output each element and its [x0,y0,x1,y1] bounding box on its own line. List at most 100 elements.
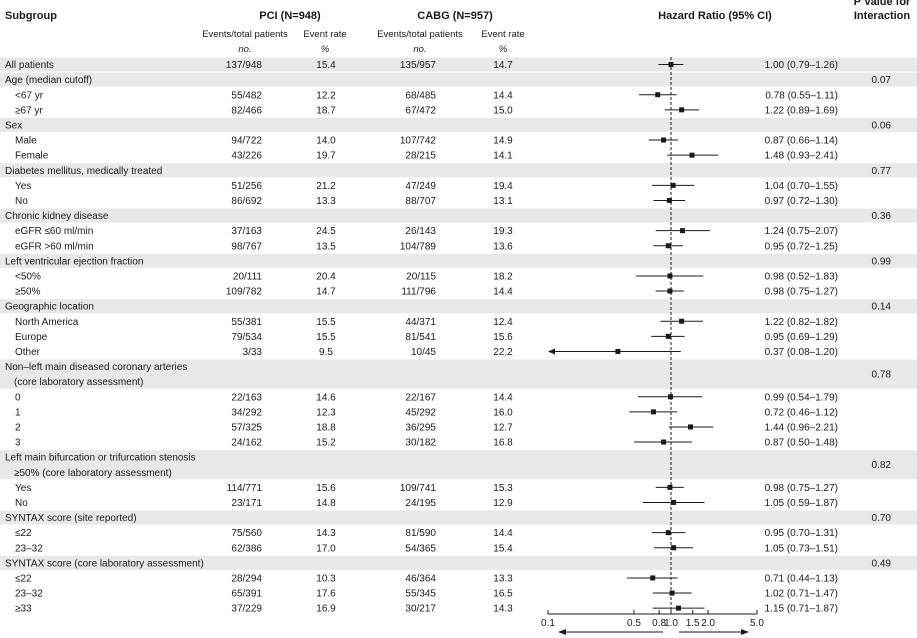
point-estimate [679,107,685,113]
row-label: Geographic location [5,302,94,313]
ci-arrow-left [548,348,555,355]
pci-events-cell: 62/386 [231,543,262,554]
row-band [0,253,917,268]
row-band [0,208,917,223]
cabg-rate-cell: 14.3 [493,604,513,615]
hr-ci-text: 1.05 (0.73–1.51) [765,543,838,554]
p-value-cell: 0.07 [872,75,892,86]
p-value-cell: 0.06 [872,120,892,131]
row-label: Non–left main diseased coronary arteries [5,362,187,373]
hr-ci-text: 0.87 (0.66–1.14) [765,136,838,147]
cabg-events-cell: 81/590 [405,528,436,539]
pci-events-cell: 43/226 [231,151,262,162]
cabg-events-cell: 24/195 [405,498,436,509]
cabg-rate-cell: 18.2 [493,271,513,282]
pci-rate-cell: 15.5 [316,332,336,343]
pci-rate-cell: 14.0 [316,136,336,147]
row-label: <50% [15,271,41,282]
row-label: Age (median cutoff) [5,75,92,86]
pci-rate-cell: 24.5 [316,226,336,237]
pci-events-cell: 37/163 [231,226,262,237]
hr-ci-text: 0.95 (0.69–1.29) [765,332,838,343]
pci-rate-cell: 15.5 [316,317,336,328]
hr-ci-text: 1.02 (0.71–1.47) [765,589,838,600]
pci-events-cell: 79/534 [231,332,262,343]
point-estimate [689,152,695,158]
pci-events-cell: 24/162 [231,438,262,449]
pci-rate-cell: 15.2 [316,438,336,449]
hr-ci-text: 0.95 (0.70–1.31) [765,528,838,539]
header-cabg-no: no. [413,44,426,55]
row-label: SYNTAX score (site reported) [5,513,137,524]
x-tick-label: 2.0 [701,618,715,629]
hr-ci-text: 1.48 (0.93–2.41) [765,151,838,162]
cabg-events-cell: 111/796 [401,287,436,298]
cabg-rate-cell: 14.4 [493,90,513,101]
row-label: Yes [15,483,31,494]
hr-ci-text: 0.98 (0.75–1.27) [765,287,838,298]
pci-events-cell: 98/767 [231,241,262,252]
row-label: ≤22 [15,573,32,584]
pci-rate-cell: 14.6 [316,392,336,403]
pci-events-cell: 82/466 [231,105,262,116]
pci-rate-cell: 17.6 [316,589,336,600]
row-label: All patients [5,60,54,71]
cabg-events-cell: 30/217 [405,604,436,615]
cabg-events-cell: 68/485 [405,90,436,101]
cabg-rate-cell: 14.1 [493,151,513,162]
row-label: eGFR >60 ml/min [15,241,94,252]
pci-events-cell: 51/256 [231,181,262,192]
row-label: 3 [15,438,21,449]
header-hazard-ratio: Hazard Ratio (95% CI) [658,10,772,22]
x-tick-label: 1.0 [664,618,678,629]
pci-rate-cell: 18.8 [316,422,336,433]
hr-ci-text: 1.24 (0.75–2.07) [765,226,838,237]
row-label: Diabetes mellitus, medically treated [5,166,162,177]
point-estimate [661,137,667,143]
pci-rate-cell: 14.3 [316,528,336,539]
hr-ci-text: 1.00 (0.79–1.26) [765,60,838,71]
pci-rate-cell: 19.7 [316,151,336,162]
pci-rate-cell: 12.2 [316,90,336,101]
pci-rate-cell: 10.3 [316,573,336,584]
cabg-events-cell: 30/182 [405,438,436,449]
cabg-events-cell: 54/365 [405,543,436,554]
row-label-line2: (core laboratory assessment) [14,377,144,388]
pci-rate-cell: 18.7 [316,105,336,116]
point-estimate [675,605,681,611]
pci-rate-cell: 20.4 [316,271,336,282]
header-cabg-events: Events/total patients [377,29,463,40]
header-pci-events: Events/total patients [202,29,288,40]
pci-events-cell: 28/294 [231,573,262,584]
pci-events-cell: 22/163 [231,392,262,403]
row-label: Left ventricular ejection fraction [5,256,143,267]
point-estimate [671,499,677,505]
row-label: North America [15,317,79,328]
pci-events-cell: 109/782 [226,287,263,298]
point-estimate [667,394,673,400]
x-tick-label: 0.1 [541,618,555,629]
direction-arrowhead-left [558,629,566,635]
pci-rate-cell: 13.3 [316,196,336,207]
cabg-events-cell: 104/789 [400,241,437,252]
pci-rate-cell: 15.6 [316,483,336,494]
cabg-rate-cell: 13.3 [493,573,513,584]
cabg-events-cell: 44/371 [405,317,436,328]
p-value-cell: 0.49 [872,558,892,569]
x-tick-label: 0.5 [627,618,641,629]
cabg-events-cell: 28/215 [405,151,436,162]
cabg-rate-cell: 15.0 [493,105,513,116]
cabg-rate-cell: 15.3 [493,483,513,494]
cabg-rate-cell: 12.4 [493,317,513,328]
cabg-rate-cell: 14.9 [493,136,513,147]
x-tick-label: 5.0 [750,618,764,629]
hr-ci-text: 0.99 (0.54–1.79) [765,392,838,403]
direction-arrowhead-right [741,629,749,635]
header-subgroup: Subgroup [5,10,57,22]
row-label: Other [15,347,41,358]
p-value-cell: 0.14 [872,302,892,313]
pci-events-cell: 86/692 [231,196,262,207]
point-estimate [661,439,667,445]
row-label: Sex [5,120,22,131]
